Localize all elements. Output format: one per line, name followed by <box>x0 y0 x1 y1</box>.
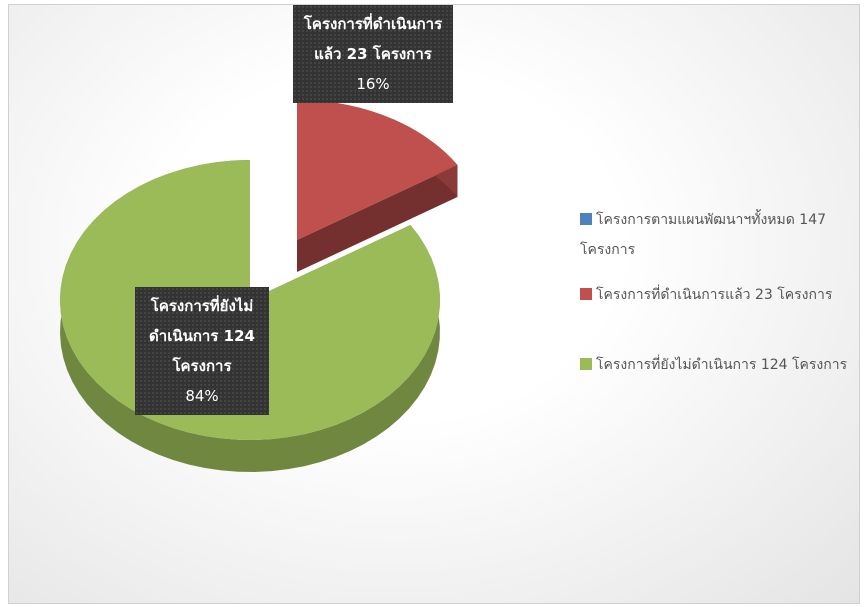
legend-item: โครงการที่ยังไม่ดำเนินการ 124 โครงการ <box>580 350 850 380</box>
slice <box>297 100 458 240</box>
legend-label: โครงการที่ดำเนินการแล้ว 23 โครงการ <box>596 287 833 303</box>
data-label-value: 84% <box>185 387 219 405</box>
legend-label: โครงการที่ยังไม่ดำเนินการ 124 โครงการ <box>596 357 848 373</box>
legend-swatch <box>580 288 592 300</box>
legend-item: โครงการตามแผนพัฒนาฯทั้งหมด 147 โครงการ <box>580 205 850 265</box>
legend-swatch <box>580 213 592 225</box>
legend-swatch <box>580 358 592 370</box>
data-label-value: 16% <box>356 75 390 93</box>
data-label-name: โครงการที่ดำเนินการแล้ว 23 โครงการ <box>303 15 443 63</box>
data-label-name: โครงการที่ยังไม่ดำเนินการ 124 โครงการ <box>149 297 255 375</box>
legend-label: โครงการตามแผนพัฒนาฯทั้งหมด 147 โครงการ <box>580 212 827 258</box>
slice-cut <box>297 164 458 272</box>
data-label: โครงการที่ยังไม่ดำเนินการ 124 โครงการ 84% <box>135 287 269 415</box>
legend-item: โครงการที่ดำเนินการแล้ว 23 โครงการ <box>580 280 850 310</box>
data-label: โครงการที่ดำเนินการแล้ว 23 โครงการ 16% <box>293 5 453 103</box>
